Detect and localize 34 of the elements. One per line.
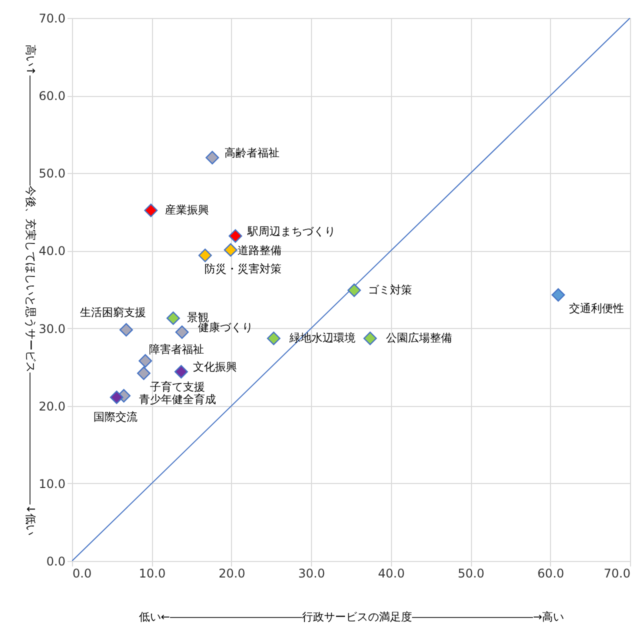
annotation: 駅周辺まちづくり: [246, 224, 336, 238]
annotation: 緑地水辺環境: [288, 331, 356, 344]
x-tick-label: 20.0: [218, 566, 246, 580]
x-tick-label: 70.0: [604, 566, 630, 580]
y-tick-label: 0.0: [46, 554, 66, 568]
annotation: 子育て支援: [150, 380, 206, 394]
y-axis-title: 高い↑――――――――――今後、充実してほしいと思うサービス――――――――――――↓低い: [24, 44, 37, 536]
annotation: 生活困窮支援: [80, 306, 146, 319]
annotation: 道路整備: [238, 244, 282, 257]
annotation: ゴミ対策: [368, 283, 412, 296]
x-tick-label: 50.0: [458, 566, 484, 580]
y-tick-label: 20.0: [38, 399, 66, 414]
y-tick-label: 10.0: [38, 476, 66, 491]
x-tick-label: 40.0: [378, 566, 405, 580]
annotation: 健康づくり: [198, 321, 254, 334]
y-tick-label: 50.0: [38, 166, 66, 181]
x-tick-label: 10.0: [138, 566, 166, 580]
x-axis-title: 低い←――――――――――――行政サービスの満足度―――――――――――→高い: [138, 610, 564, 623]
annotation: 青少年健全育成: [138, 392, 216, 406]
x-tick-label: 30.0: [298, 566, 325, 580]
annotation: 国際交流: [94, 410, 138, 424]
annotation: 交通利便性: [568, 302, 624, 315]
annotation: 公園広場整備: [386, 331, 452, 344]
annotation: 文化振興: [193, 360, 238, 374]
annotation: 産業振興: [164, 203, 209, 216]
y-tick-label: 60.0: [38, 89, 66, 104]
annotation: 高齢者福祉: [224, 146, 280, 160]
y-tick-label: 40.0: [38, 244, 66, 258]
x-tick-label: 0.0: [72, 566, 92, 580]
y-tick-label: 30.0: [38, 322, 66, 336]
annotation: 障害者福祉: [148, 342, 204, 356]
x-tick-label: 60.0: [537, 566, 564, 580]
annotation: 防災・災害対策: [204, 262, 282, 276]
y-tick-label: 70.0: [38, 12, 66, 26]
